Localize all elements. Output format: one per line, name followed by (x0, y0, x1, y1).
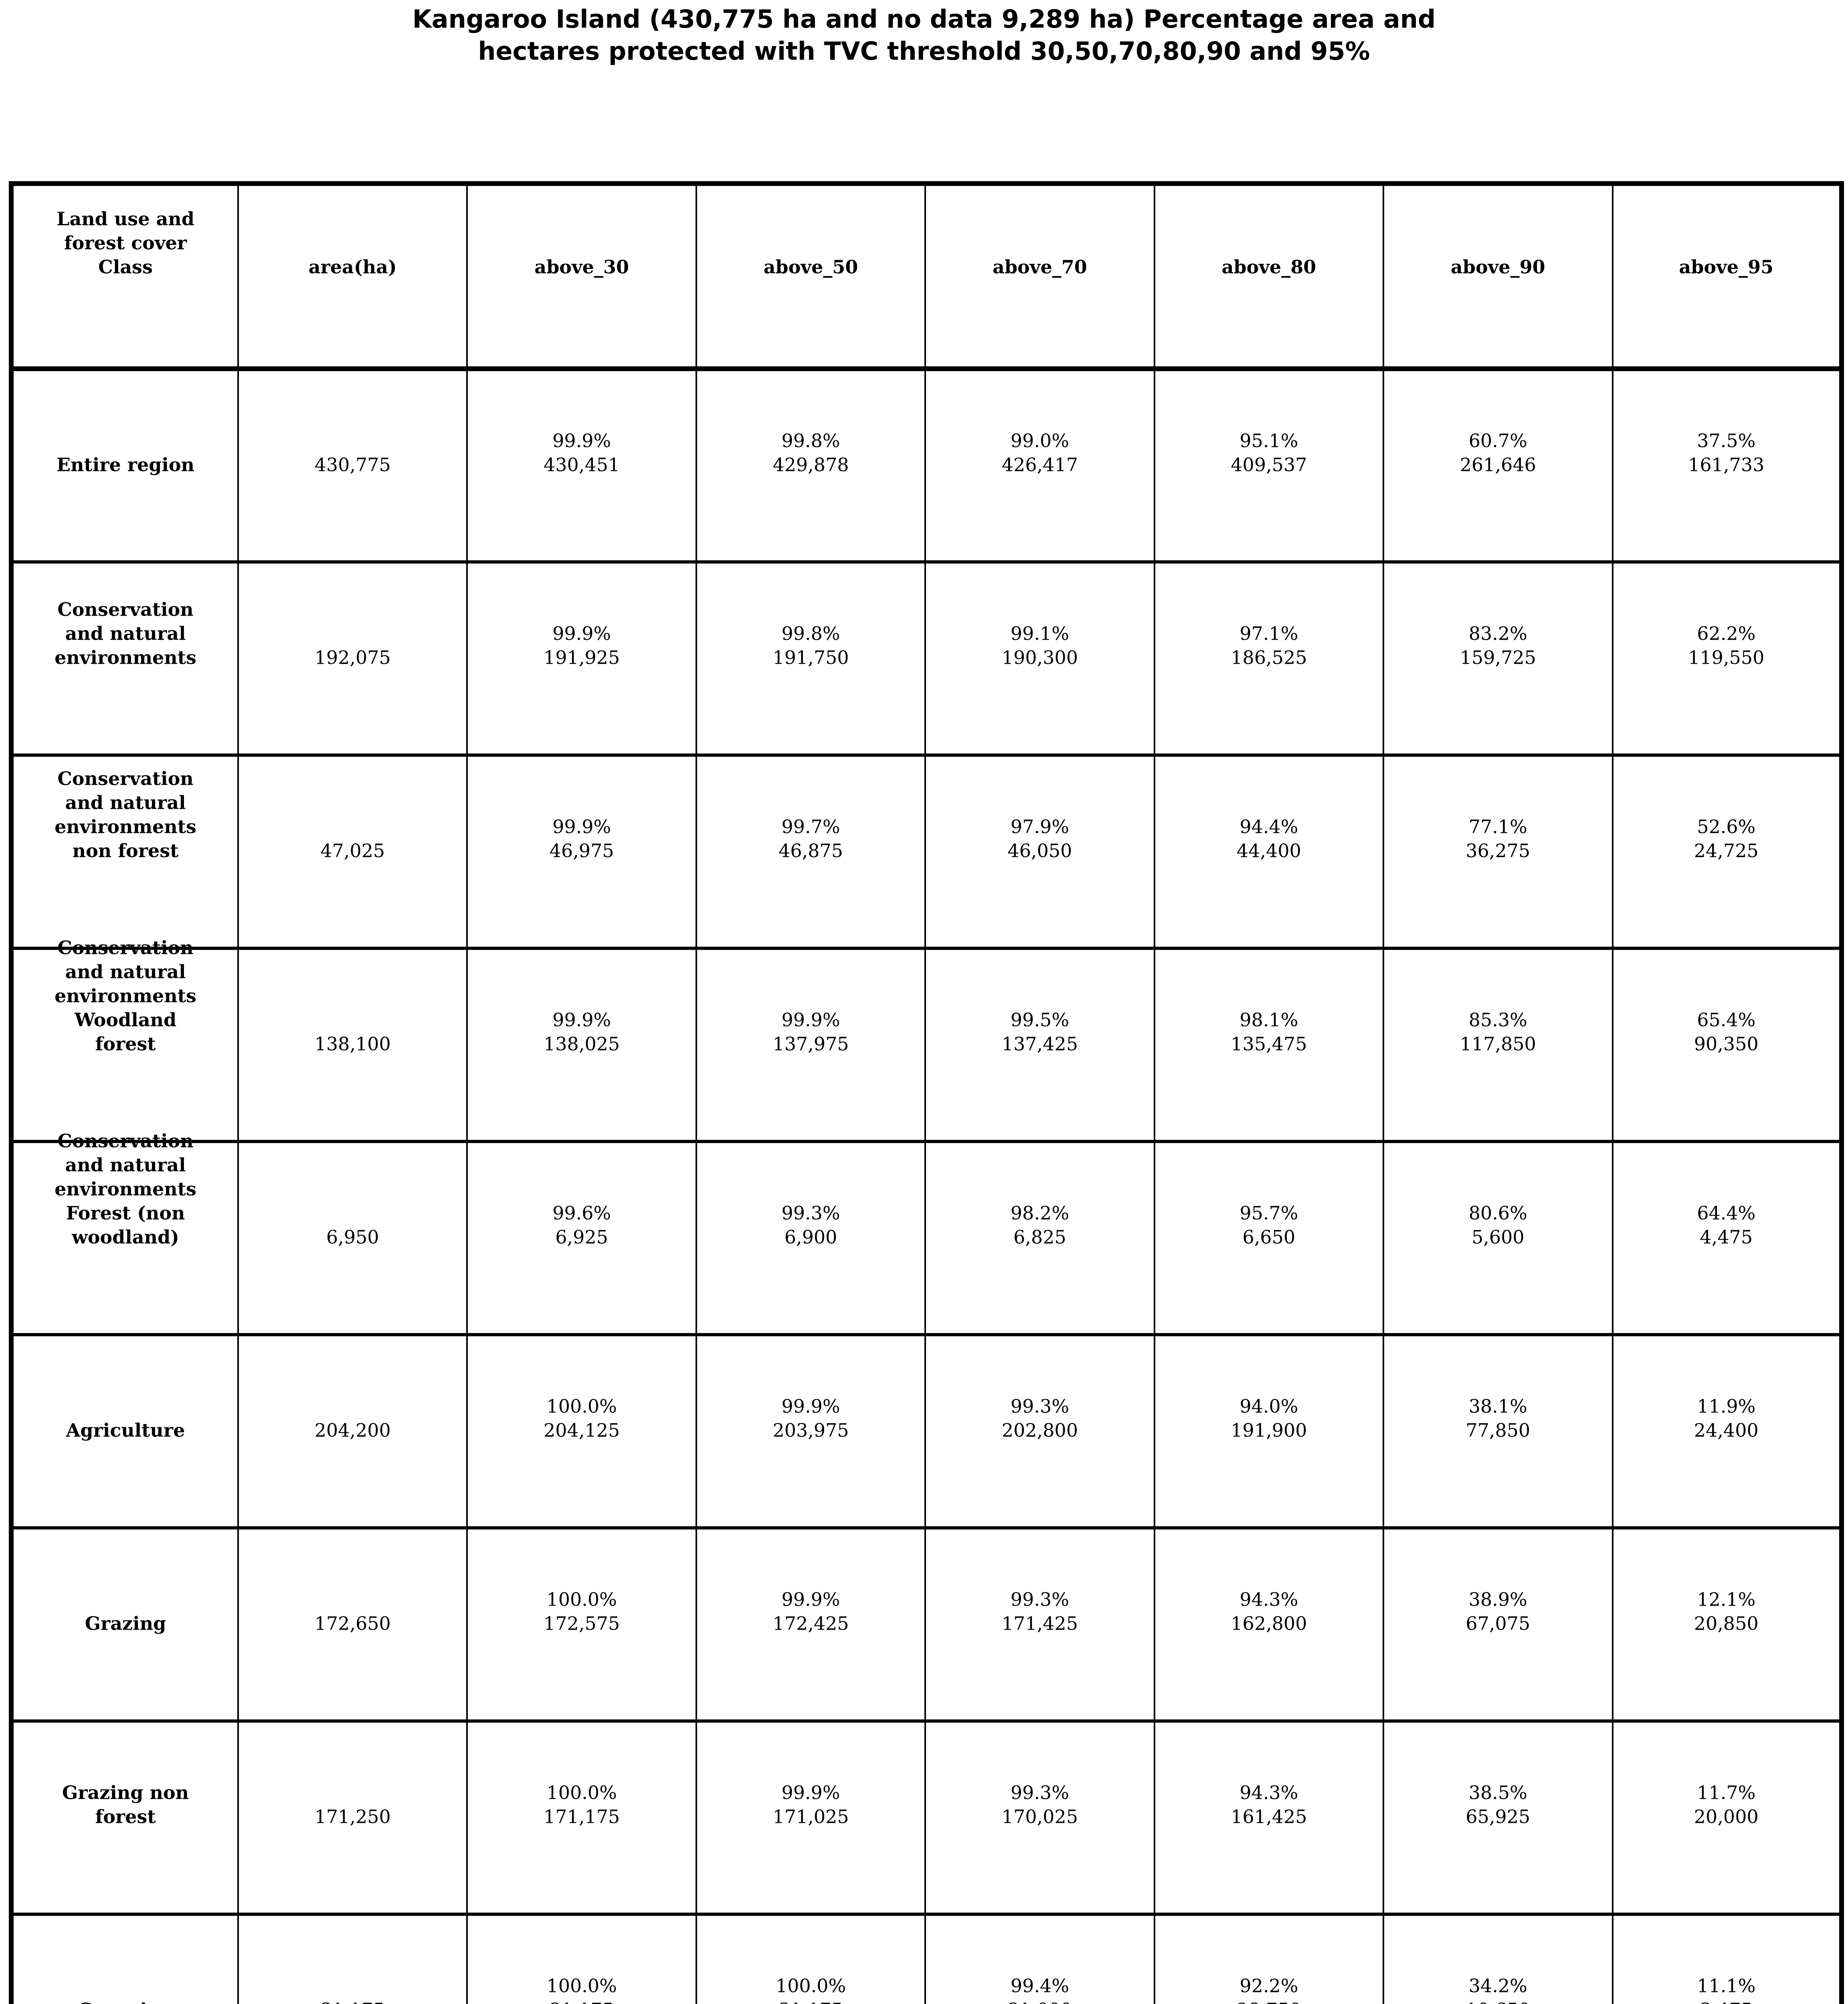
data-cell: 98.1% 135,475 (1153, 947, 1385, 1141)
data-cell: 65.4% 90,350 (1611, 947, 1843, 1141)
data-cell: 100.0% 171,175 (466, 1719, 697, 1914)
data-cell: 64.4% 4,475 (1611, 1140, 1843, 1335)
data-cell: 99.3% 202,800 (924, 1333, 1155, 1528)
data-cell: 99.4%31,000 (924, 1913, 1155, 2004)
data-cell: 92.2%28,750 (1153, 1913, 1385, 2004)
data-cell: 95.1% 409,537 (1153, 367, 1385, 562)
table-row: Entire region 430,775 99.9% 430,451 99.8% 429… (10, 367, 1843, 562)
data-cell: 99.8% 191,750 (695, 560, 926, 755)
col-header-above-90: above_90 (1383, 181, 1613, 371)
col-header-class: Land use and forest cover Class (10, 181, 239, 371)
data-cell: 60.7% 261,646 (1383, 367, 1613, 562)
data-cell: 99.9% 171,025 (695, 1719, 926, 1914)
data-cell: 99.9% 138,025 (466, 947, 697, 1141)
data-cell: 99.9% 191,925 (466, 560, 697, 755)
data-cell: 83.2% 159,725 (1383, 560, 1613, 755)
data-cell: 94.3% 161,425 (1153, 1719, 1385, 1914)
row-label: Conservation and natural environments no… (10, 754, 239, 948)
table-row: Cropping31,175100.0%31,175100.0%31,17599… (10, 1913, 1843, 2004)
data-cell: 98.2% 6,825 (924, 1140, 1155, 1335)
row-label: Conservation and natural environments Wo… (10, 937, 239, 1141)
data-cell: 100.0%31,175 (466, 1913, 697, 2004)
area-cell: 192,075 (237, 560, 468, 755)
data-cell: 94.3% 162,800 (1153, 1526, 1385, 1721)
data-cell: 34.2%10,650 (1383, 1913, 1613, 2004)
data-cell: 99.9% 46,975 (466, 754, 697, 948)
table-row: Conservation and natural environments 192… (10, 560, 1843, 755)
area-cell: 31,175 (237, 1913, 468, 2004)
data-cell: 11.1%3,475 (1611, 1913, 1843, 2004)
col-header-above-30: above_30 (466, 181, 697, 371)
table-row: Conservation and natural environments no… (10, 754, 1843, 948)
data-cell: 52.6% 24,725 (1611, 754, 1843, 948)
area-cell: 171,250 (237, 1719, 468, 1914)
data-cell: 99.3% 171,425 (924, 1526, 1155, 1721)
title-line-1: Kangaroo Island (430,775 ha and no data … (412, 4, 1436, 34)
data-cell: 100.0% 204,125 (466, 1333, 697, 1528)
data-cell: 94.4% 44,400 (1153, 754, 1385, 948)
data-cell: 99.0% 426,417 (924, 367, 1155, 562)
data-cell: 12.1% 20,850 (1611, 1526, 1843, 1721)
col-header-above-80: above_80 (1153, 181, 1385, 371)
data-cell: 94.0% 191,900 (1153, 1333, 1385, 1528)
col-header-above-70: above_70 (924, 181, 1155, 371)
header-row: Land use and forest cover Class area(ha)… (10, 181, 1843, 371)
area-cell: 6,950 (237, 1140, 468, 1335)
data-cell: 99.3% 6,900 (695, 1140, 926, 1335)
page-title: Kangaroo Island (430,775 ha and no data … (0, 3, 1848, 67)
data-cell: 38.1% 77,850 (1383, 1333, 1613, 1528)
data-cell: 97.1% 186,525 (1153, 560, 1385, 755)
data-cell: 95.7% 6,650 (1153, 1140, 1385, 1335)
col-header-area: area(ha) (237, 181, 468, 371)
data-cell: 11.9% 24,400 (1611, 1333, 1843, 1528)
data-cell: 62.2% 119,550 (1611, 560, 1843, 755)
row-label: Entire region (10, 367, 239, 562)
data-cell: 77.1% 36,275 (1383, 754, 1613, 948)
title-line-2: hectares protected with TVC threshold 30… (478, 36, 1370, 66)
row-label: Grazing non forest (10, 1719, 239, 1914)
data-cell: 99.9% 172,425 (695, 1526, 926, 1721)
col-header-above-50: above_50 (695, 181, 926, 371)
data-cell: 100.0%31,175 (695, 1913, 926, 2004)
data-cell: 99.5% 137,425 (924, 947, 1155, 1141)
data-cell: 11.7% 20,000 (1611, 1719, 1843, 1914)
data-cell: 100.0% 172,575 (466, 1526, 697, 1721)
data-cell: 38.9% 67,075 (1383, 1526, 1613, 1721)
data-cell: 99.3% 170,025 (924, 1719, 1155, 1914)
area-cell: 430,775 (237, 367, 468, 562)
area-cell: 172,650 (237, 1526, 468, 1721)
data-cell: 99.9% 430,451 (466, 367, 697, 562)
data-cell: 37.5% 161,733 (1611, 367, 1843, 562)
data-cell: 99.8% 429,878 (695, 367, 926, 562)
table-row: Conservation and natural environments Wo… (10, 937, 1843, 1141)
row-label: Agriculture (10, 1333, 239, 1528)
col-header-above-95: above_95 (1611, 181, 1843, 371)
data-cell: 99.9% 203,975 (695, 1333, 926, 1528)
row-label: Cropping (10, 1913, 239, 2004)
land-use-table: Land use and forest cover Class area(ha)… (9, 181, 1844, 2004)
data-cell: 80.6% 5,600 (1383, 1140, 1613, 1335)
area-cell: 138,100 (237, 947, 468, 1141)
area-cell: 47,025 (237, 754, 468, 948)
row-label: Conservation and natural environments (10, 560, 239, 755)
row-label: Conservation and natural environments Fo… (10, 1130, 239, 1335)
table-row: Grazing 172,650 100.0% 172,575 99.9% 172,425 9… (10, 1526, 1843, 1721)
row-label: Grazing (10, 1526, 239, 1721)
table-row: Agriculture 204,200 100.0% 204,125 99.9% 203,… (10, 1333, 1843, 1528)
data-cell: 99.9% 137,975 (695, 947, 926, 1141)
data-cell: 99.7% 46,875 (695, 754, 926, 948)
data-cell: 85.3% 117,850 (1383, 947, 1613, 1141)
data-cell: 97.9% 46,050 (924, 754, 1155, 948)
data-cell: 38.5% 65,925 (1383, 1719, 1613, 1914)
table-body: Entire region 430,775 99.9% 430,451 99.8% 429… (10, 367, 1843, 2004)
table-row: Grazing non forest 171,250 100.0% 171,175 99… (10, 1719, 1843, 1914)
table-row: Conservation and natural environments Fo… (10, 1130, 1843, 1335)
data-cell: 99.6% 6,925 (466, 1140, 697, 1335)
area-cell: 204,200 (237, 1333, 468, 1528)
data-cell: 99.1% 190,300 (924, 560, 1155, 755)
